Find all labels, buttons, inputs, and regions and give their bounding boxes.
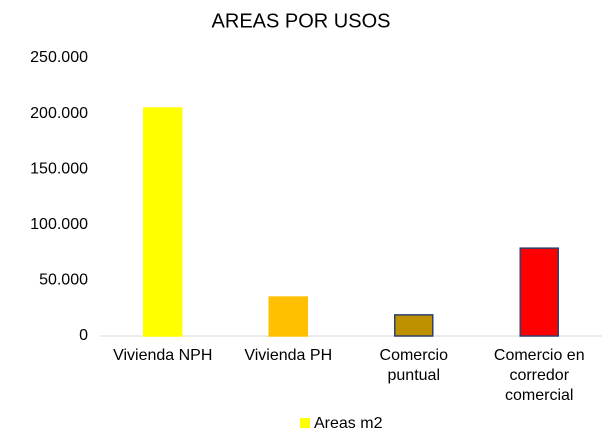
bar [268, 296, 308, 337]
x-tick-label: Vivienda NPH [113, 347, 213, 364]
bar [394, 314, 434, 337]
y-tick-label: 50.000 [39, 272, 88, 289]
x-tick-label: Comercio puntual [379, 347, 448, 384]
bar [143, 107, 183, 337]
y-tick-label: 150.000 [30, 160, 88, 177]
legend-label: Areas m2 [314, 415, 383, 432]
y-tick-label: 200.000 [30, 105, 88, 122]
y-tick-label: 100.000 [30, 216, 88, 233]
y-tick-label: 250.000 [30, 49, 88, 66]
bar [519, 247, 559, 337]
legend-swatch [300, 418, 310, 428]
x-tick-label: Comercio en corredor comercial [493, 347, 585, 404]
y-tick-label: 0 [79, 327, 88, 344]
chart-title: AREAS POR USOS [212, 10, 391, 32]
x-tick-label: Vivienda PH [244, 347, 333, 364]
